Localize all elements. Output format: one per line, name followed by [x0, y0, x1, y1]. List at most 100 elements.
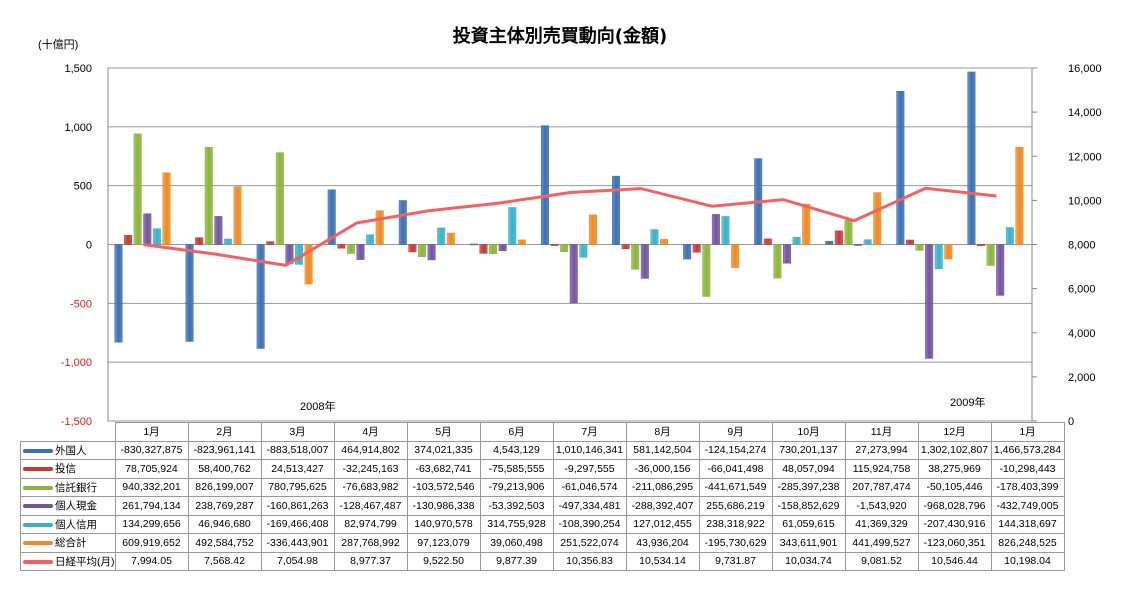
bar-外国人 [114, 244, 123, 343]
data-cell: 78,705,924 [114, 459, 189, 479]
data-cell: 39,060,498 [479, 533, 554, 553]
bar-信託銀行 [844, 219, 853, 245]
data-cell: 97,123,079 [406, 533, 481, 553]
right-tick-label: 8,000 [1068, 240, 1096, 252]
data-cell: 1,302,102,807 [917, 440, 992, 460]
bar-個人信用 [437, 227, 446, 245]
bar-個人信用 [863, 239, 872, 245]
data-cell: -50,105,446 [917, 477, 992, 497]
bar-総合計 [446, 232, 455, 245]
category-label: 8月 [625, 422, 700, 442]
category-label: 3月 [260, 422, 335, 442]
bar-個人現金 [925, 244, 934, 359]
legend-entry: 信託銀行 [20, 477, 116, 497]
data-cell: 127,012,455 [625, 514, 700, 534]
data-cell: 251,522,074 [552, 533, 627, 553]
chart-title: 投資主体別売買動向(金額) [453, 25, 667, 47]
data-cell: 238,318,922 [698, 514, 773, 534]
year-label-2008: 2008年 [300, 399, 335, 413]
data-cell: 10,534.14 [625, 551, 700, 571]
right-tick-label: 6,000 [1068, 284, 1096, 296]
bar-信託銀行 [417, 244, 426, 257]
table-row: 投信 78,705,924 58,400,762 24,513,427 -32,245,… [20, 459, 1065, 479]
bar-外国人 [612, 175, 621, 245]
data-cell: 238,769,287 [187, 496, 262, 516]
data-cell: -497,334,481 [552, 496, 627, 516]
data-cell: -1,543,920 [844, 496, 919, 516]
bar-総合計 [588, 214, 597, 245]
bar-信託銀行 [986, 244, 995, 266]
data-cell: 7,568.42 [187, 551, 262, 571]
category-label: 4月 [333, 422, 408, 442]
data-cell: 1,466,573,284 [990, 440, 1065, 460]
bar-信託銀行 [915, 244, 924, 251]
left-tick-label: -500 [70, 298, 92, 310]
right-tick-label: 12,000 [1068, 151, 1102, 163]
data-cell: 581,142,504 [625, 440, 700, 460]
data-cell: 287,768,992 [333, 533, 408, 553]
data-cell: -123,060,351 [917, 533, 992, 553]
legend-label: 個人現金 [55, 500, 97, 513]
bar-投信 [834, 230, 843, 245]
data-cell: 9,731.87 [698, 551, 773, 571]
data-cell: -830,327,875 [114, 440, 189, 460]
data-cell: 7,054.98 [260, 551, 335, 571]
bar-個人現金 [214, 216, 223, 245]
category-label: 9月 [698, 422, 773, 442]
data-cell: 46,946,680 [187, 514, 262, 534]
bar-総合計 [1015, 147, 1024, 245]
table-row: 日経平均(月) 7,994.05 7,568.42 7,054.98 8,977.37 9… [20, 551, 1065, 571]
data-cell: 43,936,204 [625, 533, 700, 553]
bar-総合計 [375, 210, 384, 245]
data-cell: 38,275,969 [917, 459, 992, 479]
bar-投信 [479, 244, 488, 254]
data-cell: -9,297,555 [552, 459, 627, 479]
data-cell: 4,543,129 [479, 440, 554, 460]
bar-総合計 [873, 192, 882, 245]
bar-信託銀行 [773, 244, 782, 279]
bar-個人信用 [223, 238, 232, 245]
data-cell: 41,369,329 [844, 514, 919, 534]
legend-label: 個人信用 [55, 518, 97, 531]
left-tick-label: 1,000 [64, 122, 92, 134]
table-row: 個人信用 134,299,656 46,946,680 -169,466,408 82,… [20, 514, 1065, 534]
data-cell: 48,057,094 [771, 459, 846, 479]
data-cell: 10,034.74 [771, 551, 846, 571]
bar-総合計 [944, 244, 953, 260]
data-cell: 24,513,427 [260, 459, 335, 479]
data-cell: -432,749,005 [990, 496, 1065, 516]
data-cell: 940,332,201 [114, 477, 189, 497]
bar-個人信用 [579, 244, 588, 258]
left-axis-unit: (十億円) [38, 37, 78, 51]
bar-外国人 [896, 91, 905, 245]
right-tick-label: 16,000 [1068, 63, 1102, 75]
bar-外国人 [469, 243, 478, 246]
data-cell: -441,671,549 [698, 477, 773, 497]
bar-総合計 [517, 239, 526, 245]
bar-個人現金 [996, 244, 1005, 296]
bar-投信 [266, 241, 275, 245]
bar-個人信用 [650, 229, 659, 245]
bar-総合計 [802, 203, 811, 245]
data-cell: 441,499,527 [844, 533, 919, 553]
line-nikkei-average [143, 186, 997, 267]
bar-外国人 [825, 241, 834, 245]
right-tick-label: 14,000 [1068, 107, 1102, 119]
data-cell: 9,081.52 [844, 551, 919, 571]
bar-個人現金 [711, 214, 720, 245]
table-header-row: 1月 2月 3月 4月 5月 6月 7月 8月 9月 10月 11月 12月 1月 [20, 422, 1065, 442]
data-cell: -160,861,263 [260, 496, 335, 516]
bar-投信 [337, 244, 346, 249]
bar-投信 [621, 244, 630, 249]
data-cell: 10,356.83 [552, 551, 627, 571]
data-cell: -169,466,408 [260, 514, 335, 534]
category-label: 10月 [771, 422, 846, 442]
category-label: 1月 [990, 422, 1065, 442]
bar-個人現金 [427, 244, 436, 261]
bar-信託銀行 [275, 152, 284, 245]
table-row: 外国人 -830,327,875 -823,961,141 -883,518,007 4… [20, 440, 1065, 460]
legend-swatch [23, 522, 53, 527]
bar-個人信用 [792, 237, 801, 245]
bar-個人現金 [782, 244, 791, 264]
data-cell: 8,977.37 [333, 551, 408, 571]
